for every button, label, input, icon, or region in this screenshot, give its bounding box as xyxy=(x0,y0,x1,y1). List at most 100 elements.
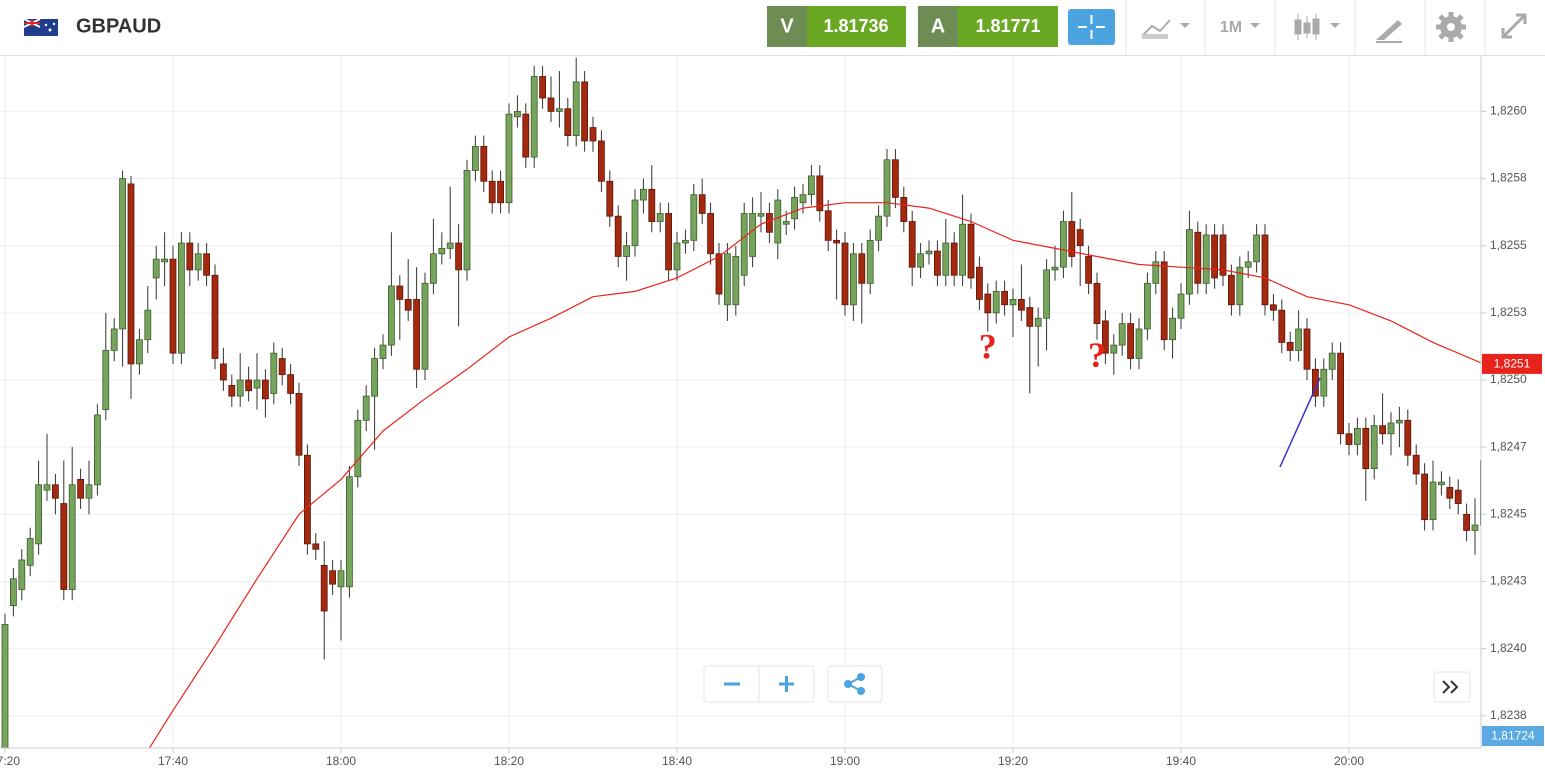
scroll-end-button[interactable] xyxy=(1433,671,1471,703)
candle-body xyxy=(35,484,42,545)
sell-price-box[interactable] xyxy=(807,6,906,47)
buy-label-box[interactable] xyxy=(918,6,958,47)
price-label-box xyxy=(1482,726,1544,746)
candle-body xyxy=(976,266,983,300)
candle-body xyxy=(1076,229,1084,247)
candle-body xyxy=(1118,323,1126,346)
timeframe-caret[interactable] xyxy=(1250,23,1260,28)
candle-body xyxy=(1379,425,1386,435)
candle-body xyxy=(766,213,773,233)
x-tick-label: 20:00 xyxy=(1334,754,1364,768)
candle-body xyxy=(1144,282,1151,330)
candle-body xyxy=(119,178,126,330)
candle-body xyxy=(1228,274,1235,306)
candle-body xyxy=(337,570,345,588)
settings-button[interactable] xyxy=(1436,12,1466,42)
candle-body xyxy=(1278,309,1286,343)
candle-body xyxy=(791,196,798,220)
candle-body xyxy=(127,183,135,365)
candle-body xyxy=(1286,342,1294,351)
candle-body xyxy=(438,247,446,255)
candle-body xyxy=(345,476,353,588)
candle-body xyxy=(740,213,748,276)
candle-body xyxy=(497,180,505,204)
candle-body xyxy=(1387,422,1395,435)
sell-label-box[interactable] xyxy=(767,6,807,47)
candle-body xyxy=(1471,524,1479,531)
candle-body xyxy=(228,384,236,397)
candle-body xyxy=(278,358,286,376)
fullscreen-button[interactable] xyxy=(1501,13,1527,39)
candle-body xyxy=(211,274,219,359)
candle-body xyxy=(1244,261,1252,268)
candle-body xyxy=(1303,328,1311,370)
candle-body xyxy=(1102,320,1109,354)
candle-body xyxy=(1211,234,1218,279)
candle-body xyxy=(404,299,412,311)
candle-body xyxy=(505,113,513,204)
candle-body xyxy=(1219,234,1227,276)
zoom-controls[interactable] xyxy=(703,665,815,703)
candle-body xyxy=(833,239,840,244)
candle-body xyxy=(1354,427,1361,445)
candle-body xyxy=(429,253,437,284)
candle-body xyxy=(715,253,723,295)
share-button[interactable] xyxy=(827,665,883,703)
candle-body xyxy=(665,213,672,271)
candle-body xyxy=(329,570,337,585)
candle-body xyxy=(169,258,177,354)
candle-body xyxy=(858,253,866,284)
last-value-box xyxy=(1482,353,1542,374)
y-tick-label: 1,8253 xyxy=(1490,305,1527,319)
candle-body xyxy=(1043,269,1050,319)
candle-body xyxy=(1396,419,1403,424)
candle-body xyxy=(1404,419,1412,456)
candle-body xyxy=(68,484,76,590)
candle-body xyxy=(1421,473,1428,521)
y-tick-label: 1,8240 xyxy=(1490,641,1527,655)
y-tick-label: 1,8247 xyxy=(1490,439,1527,453)
candle-body xyxy=(690,194,698,241)
candle-body xyxy=(892,159,899,198)
candle-body xyxy=(1261,234,1269,306)
candle-body xyxy=(900,196,908,222)
chart-type-button[interactable] xyxy=(1141,19,1190,39)
candle-body xyxy=(413,299,421,370)
sell-label[interactable]: V xyxy=(780,15,794,37)
candle-type-button[interactable] xyxy=(1294,14,1340,40)
timeframe[interactable]: 1M xyxy=(1220,19,1242,36)
candle-body xyxy=(572,81,580,136)
x-tick-label: 18:00 xyxy=(326,754,356,768)
candle-body xyxy=(1438,481,1445,486)
drawing-tools-button[interactable] xyxy=(1376,20,1402,43)
y-tick-label: 1,8250 xyxy=(1490,372,1527,386)
candle-body xyxy=(648,188,656,222)
candle-body xyxy=(1160,261,1168,341)
buy-price[interactable]: 1.81771 xyxy=(975,16,1040,36)
candle-body xyxy=(1253,234,1260,263)
candle-body xyxy=(732,256,740,306)
buy-price-box[interactable] xyxy=(958,6,1058,47)
candle-body xyxy=(463,170,471,271)
candle-body xyxy=(253,379,261,389)
sell-price[interactable]: 1.81736 xyxy=(823,16,888,36)
candle-body xyxy=(354,419,362,478)
buy-label[interactable]: A xyxy=(931,15,945,37)
candle-body xyxy=(1337,352,1344,435)
candle-body xyxy=(883,159,891,217)
candle-body xyxy=(1127,323,1134,359)
candle-body xyxy=(26,538,34,566)
candle-body xyxy=(161,258,169,263)
drawn-trend-line xyxy=(1279,377,1321,468)
candle-body xyxy=(77,478,84,499)
candle-body xyxy=(194,253,202,271)
crosshair-button[interactable] xyxy=(1068,9,1115,45)
candle-body xyxy=(1463,513,1470,531)
candle-body xyxy=(1009,299,1017,306)
candle-body xyxy=(782,221,790,225)
candle-body xyxy=(287,374,295,394)
candle-body xyxy=(850,253,857,306)
candle-body xyxy=(757,213,765,217)
candle-body xyxy=(1169,317,1176,341)
candle-body xyxy=(362,395,370,421)
